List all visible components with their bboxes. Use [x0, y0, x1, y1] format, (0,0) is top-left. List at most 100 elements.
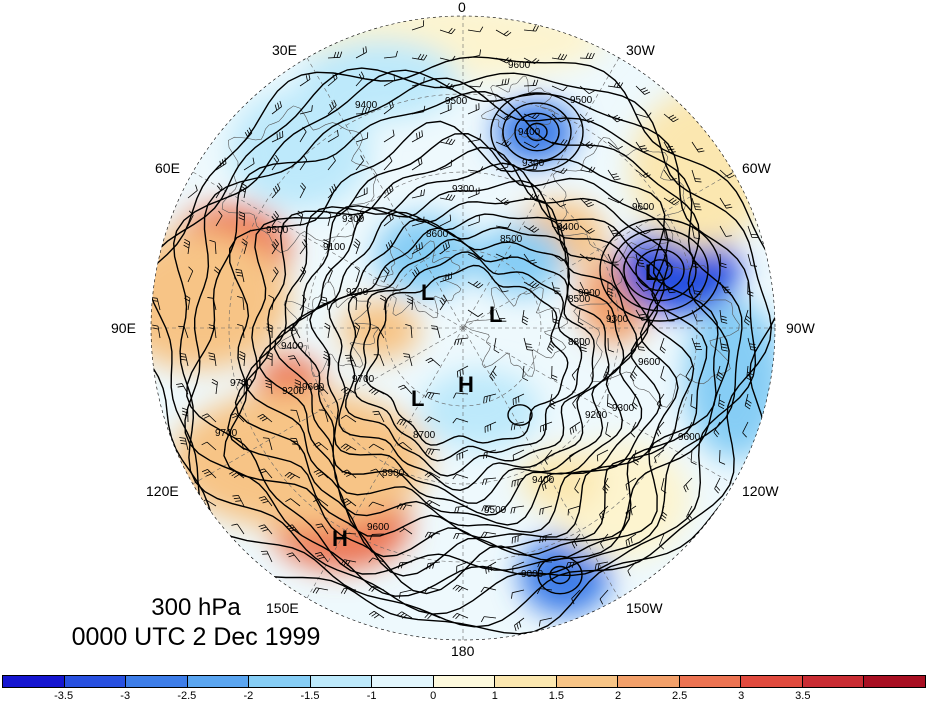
wind-barb: [537, 561, 553, 568]
wind-barb: [551, 53, 568, 61]
wind-barb: [495, 222, 512, 229]
colorbar-swatch: [126, 676, 188, 687]
wind-barb: [243, 127, 253, 143]
wind-barb: [480, 616, 497, 623]
height-contour: [184, 77, 743, 597]
wind-barb: [635, 225, 651, 235]
wind-barb: [327, 51, 343, 59]
wind-barb: [290, 437, 301, 451]
wind-barb: [229, 470, 245, 479]
colorbar-swatch: [433, 676, 496, 687]
wind-barb: [483, 449, 497, 459]
height-contour: [502, 102, 572, 162]
wind-barb: [538, 617, 553, 627]
height-contour: [526, 122, 548, 142]
wind-barb: [635, 309, 648, 321]
wind-barb: [663, 225, 672, 240]
colorbar-tick-label: 3.5: [795, 690, 811, 702]
lon-label-30w: 30W: [626, 42, 655, 58]
wind-barb: [355, 187, 368, 199]
wind-barb: [523, 253, 537, 265]
wind-barb: [411, 267, 420, 283]
wind-barb: [176, 383, 189, 395]
wind-barb: [571, 589, 581, 605]
wind-barb: [294, 379, 301, 395]
wind-barb: [607, 225, 621, 237]
wind-barb: [522, 365, 529, 382]
wind-barb: [424, 448, 441, 455]
wind-barb: [271, 266, 279, 283]
wind-barb: [627, 561, 637, 577]
wind-barb: [480, 531, 497, 538]
colorbar-tick-label: 0: [430, 690, 437, 702]
wind-barb: [565, 561, 581, 569]
wind-barb: [287, 355, 301, 367]
wind-barb: [685, 365, 693, 382]
wind-barb: [327, 155, 336, 171]
wind-barb: [579, 253, 595, 262]
wind-barb: [396, 418, 413, 426]
height-contour: [245, 162, 679, 539]
wind-barb: [521, 309, 529, 326]
contour-label: 9500: [570, 95, 593, 106]
wind-barb: [340, 559, 357, 567]
wind-barb: [467, 26, 484, 33]
wind-barb: [181, 407, 189, 423]
wind-barb: [523, 337, 534, 351]
meridian-line: [306, 57, 464, 329]
low-center: L: [421, 280, 434, 305]
wind-barb: [258, 468, 273, 479]
height-contour: [514, 112, 560, 152]
wind-barb: [327, 183, 337, 199]
anomaly-blob: [300, 40, 460, 120]
wind-barb: [495, 309, 507, 322]
wind-barb: [454, 337, 469, 346]
wind-barb: [266, 351, 273, 367]
wind-barb: [663, 169, 677, 181]
wind-barb: [683, 477, 693, 493]
wind-barb: [495, 78, 510, 87]
wind-barb: [383, 129, 395, 143]
wind-barb: [625, 533, 637, 547]
lon-label-150e: 150E: [266, 600, 299, 616]
wind-barb: [551, 309, 560, 324]
wind-barb: [655, 421, 665, 437]
wind-barb: [512, 449, 525, 462]
wind-barb: [286, 524, 301, 535]
wind-barb: [714, 477, 721, 494]
wind-barb: [201, 441, 217, 451]
wind-barb: [231, 523, 245, 535]
wind-barb: [514, 617, 525, 632]
wind-barb: [286, 552, 301, 563]
wind-barb: [599, 589, 609, 605]
wind-barb: [184, 294, 191, 311]
wind-barb: [424, 471, 441, 479]
wind-barb: [383, 100, 394, 115]
wind-barb: [290, 409, 301, 423]
wind-barb: [355, 155, 364, 171]
wind-barb: [511, 477, 525, 488]
wind-barb: [742, 421, 749, 438]
colorbar-swatch: [249, 676, 311, 687]
wind-barb: [368, 501, 385, 507]
meridian-line: [192, 327, 464, 485]
wind-barb: [299, 182, 306, 199]
wind-barb: [238, 379, 246, 395]
wind-barbs: [151, 20, 758, 632]
lon-label-180: 180: [451, 643, 475, 659]
wind-barb: [551, 281, 562, 295]
wind-barb: [324, 322, 331, 339]
wind-barb: [625, 477, 637, 491]
wind-barb: [299, 105, 313, 115]
wind-barb: [411, 20, 425, 31]
wind-barb: [411, 189, 425, 199]
wind-barb: [454, 505, 469, 514]
wind-barb: [607, 337, 615, 353]
wind-barb: [258, 496, 273, 507]
wind-barb: [152, 324, 161, 339]
wind-barb: [396, 611, 413, 619]
wind-barb: [635, 337, 645, 351]
wind-barb: [544, 449, 553, 465]
wind-barb: [383, 266, 390, 283]
wind-barb: [396, 503, 413, 511]
